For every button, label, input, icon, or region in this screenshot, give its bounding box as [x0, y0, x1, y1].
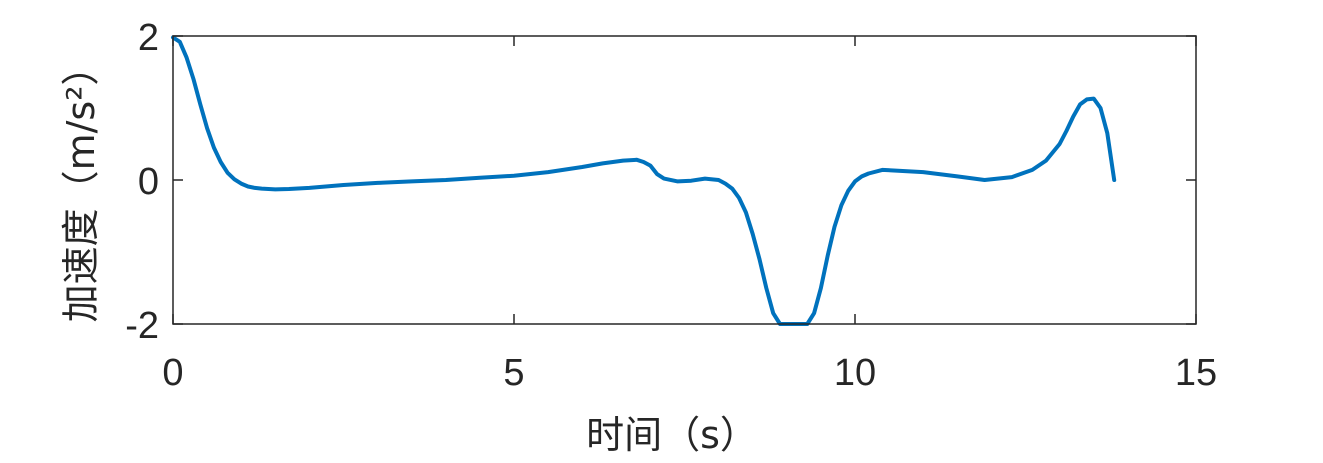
axes-box [172, 35, 1197, 325]
y-tick-label: 2 [138, 17, 159, 59]
series-line [171, 35, 1117, 326]
x-tick-label: 10 [834, 352, 876, 394]
x-tick-label: 5 [503, 352, 524, 394]
y-axis-label: 加速度（m/s²） [59, 48, 103, 323]
x-tick-label: 15 [1175, 352, 1217, 394]
tick-labels: 0 5 10 15-202 [125, 17, 1217, 394]
y-tick-label: -2 [125, 305, 159, 347]
x-axis-label: 时间（s） [586, 413, 758, 457]
y-tick-label: 0 [138, 161, 159, 203]
x-tick-label: 0 [162, 352, 183, 394]
